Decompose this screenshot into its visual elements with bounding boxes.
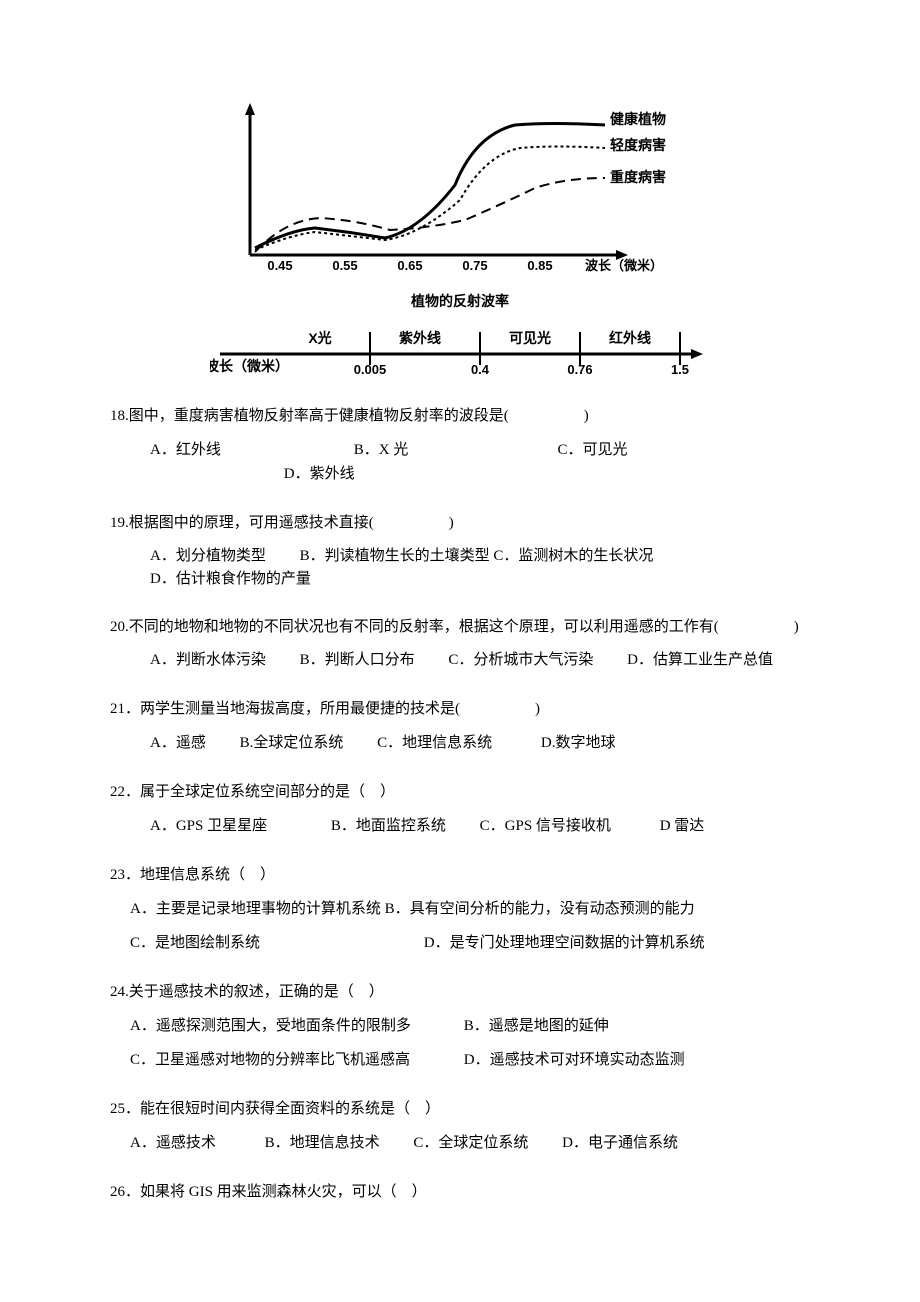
q20-opt-c: C．分析城市大气污染 xyxy=(448,649,593,672)
q20-opt-b: B．判断人口分布 xyxy=(300,649,415,672)
chart-x-label: 植物的反射波率 xyxy=(210,292,710,314)
q25-options: A．遥感技术 B．地理信息技术 C．全球定位系统 D．电子通信系统 xyxy=(110,1131,810,1155)
svg-text:紫外线: 紫外线 xyxy=(399,330,441,346)
svg-text:0.45: 0.45 xyxy=(267,258,292,273)
svg-text:健康植物: 健康植物 xyxy=(610,111,666,127)
svg-text:X光: X光 xyxy=(308,330,331,346)
question-26: 26．如果将 GIS 用来监测森林火灾，可以（ ） xyxy=(110,1180,810,1204)
q19-opt-a: A．划分植物类型 xyxy=(150,545,266,568)
q22-opt-b: B．地面监控系统 xyxy=(331,814,446,838)
q22-text: 22．属于全球定位系统空间部分的是（ ） xyxy=(110,780,810,804)
q25-opt-d: D．电子通信系统 xyxy=(562,1131,678,1155)
q19-text: 19.根据图中的原理，可用遥感技术直接( ) xyxy=(110,511,810,535)
q23-text: 23．地理信息系统（ ） xyxy=(110,863,810,887)
q22-opt-a: A．GPS 卫星星座 xyxy=(150,814,267,838)
svg-text:重度病害: 重度病害 xyxy=(610,169,666,185)
q25-opt-a: A．遥感技术 xyxy=(130,1131,216,1155)
q20-opt-d: D．估算工业生产总值 xyxy=(627,649,773,672)
q24-opt-c: C．卫星遥感对地物的分辨率比飞机遥感高 xyxy=(130,1048,460,1072)
q21-opt-b: B.全球定位系统 xyxy=(240,731,344,755)
svg-text:0.005: 0.005 xyxy=(354,362,387,377)
q18-opt-d: D．紫外线 xyxy=(284,462,355,486)
question-24: 24.关于遥感技术的叙述，正确的是（ ） A．遥感探测范围大，受地面条件的限制多… xyxy=(110,980,810,1072)
svg-text:0.4: 0.4 xyxy=(471,362,490,377)
svg-text:0.76: 0.76 xyxy=(567,362,592,377)
q23-options: A．主要是记录地理事物的计算机系统 B．具有空间分析的能力，没有动态预测的能力 … xyxy=(110,897,810,955)
question-23: 23．地理信息系统（ ） A．主要是记录地理事物的计算机系统 B．具有空间分析的… xyxy=(110,863,810,955)
q24-options: A．遥感探测范围大，受地面条件的限制多 B．遥感是地图的延伸 C．卫星遥感对地物… xyxy=(110,1014,810,1072)
q19-opt-b: B．判读植物生长的土壤类型 xyxy=(300,545,490,568)
q20-options: A．判断水体污染 B．判断人口分布 C．分析城市大气污染 D．估算工业生产总值 xyxy=(110,649,810,672)
q21-opt-c: C．地理信息系统 xyxy=(377,731,492,755)
svg-text:0.55: 0.55 xyxy=(332,258,357,273)
svg-text:波长（微米）: 波长（微米） xyxy=(210,358,289,374)
svg-text:波长（微米）: 波长（微米） xyxy=(585,258,663,273)
q25-text: 25．能在很短时间内获得全面资料的系统是（ ） xyxy=(110,1097,810,1121)
chart-container: 反射率 (%) 0.45 0.55 0.65 0.75 0.85 波长（微米） … xyxy=(210,100,710,374)
q21-options: A．遥感 B.全球定位系统 C．地理信息系统 D.数字地球 xyxy=(110,731,810,755)
q23-opt-b: B．具有空间分析的能力，没有动态预测的能力 xyxy=(385,897,695,921)
reflectance-chart: 反射率 (%) 0.45 0.55 0.65 0.75 0.85 波长（微米） … xyxy=(210,100,700,280)
q23-opt-c: C．是地图绘制系统 xyxy=(130,931,420,955)
question-20: 20.不同的地物和地物的不同状况也有不同的反射率，根据这个原理，可以利用遥感的工… xyxy=(110,615,810,672)
q22-options: A．GPS 卫星星座 B．地面监控系统 C．GPS 信号接收机 D 雷达 xyxy=(110,814,810,838)
q26-text: 26．如果将 GIS 用来监测森林火灾，可以（ ） xyxy=(110,1180,810,1204)
q22-opt-c: C．GPS 信号接收机 xyxy=(480,814,611,838)
question-18: 18.图中，重度病害植物反射率高于健康植物反射率的波段是( ) A．红外线 B．… xyxy=(110,404,810,486)
question-21: 21．两学生测量当地海拔高度，所用最便捷的技术是( ) A．遥感 B.全球定位系… xyxy=(110,697,810,755)
question-25: 25．能在很短时间内获得全面资料的系统是（ ） A．遥感技术 B．地理信息技术 … xyxy=(110,1097,810,1155)
q21-opt-a: A．遥感 xyxy=(150,731,206,755)
q18-opt-a: A．红外线 xyxy=(150,438,350,462)
q20-text: 20.不同的地物和地物的不同状况也有不同的反射率，根据这个原理，可以利用遥感的工… xyxy=(110,615,810,639)
svg-text:0.75: 0.75 xyxy=(462,258,487,273)
q24-opt-b: B．遥感是地图的延伸 xyxy=(464,1014,609,1038)
q23-opt-d: D．是专门处理地理空间数据的计算机系统 xyxy=(424,931,705,955)
q21-opt-d: D.数字地球 xyxy=(541,731,616,755)
q18-opt-b: B．X 光 xyxy=(354,438,554,462)
q24-opt-a: A．遥感探测范围大，受地面条件的限制多 xyxy=(130,1014,460,1038)
q21-text: 21．两学生测量当地海拔高度，所用最便捷的技术是( ) xyxy=(110,697,810,721)
spectrum-bar: X光 紫外线 可见光 红外线 波长（微米） 0.005 0.4 0.76 1.5 xyxy=(210,329,710,374)
q18-options: A．红外线 B．X 光 C．可见光 D．紫外线 xyxy=(110,438,810,486)
svg-text:1.5: 1.5 xyxy=(671,362,689,377)
question-22: 22．属于全球定位系统空间部分的是（ ） A．GPS 卫星星座 B．地面监控系统… xyxy=(110,780,810,838)
q22-opt-d: D 雷达 xyxy=(660,814,705,838)
q19-opt-d: D．估计粮食作物的产量 xyxy=(150,568,311,591)
svg-text:0.85: 0.85 xyxy=(527,258,552,273)
q19-opt-c: C．监测树木的生长状况 xyxy=(493,545,653,568)
svg-text:轻度病害: 轻度病害 xyxy=(610,137,666,153)
q25-opt-b: B．地理信息技术 xyxy=(265,1131,380,1155)
svg-text:红外线: 红外线 xyxy=(609,330,651,346)
question-19: 19.根据图中的原理，可用遥感技术直接( ) A．划分植物类型 B．判读植物生长… xyxy=(110,511,810,590)
q23-opt-a: A．主要是记录地理事物的计算机系统 xyxy=(130,897,381,921)
svg-text:0.65: 0.65 xyxy=(397,258,422,273)
q25-opt-c: C．全球定位系统 xyxy=(413,1131,528,1155)
q24-text: 24.关于遥感技术的叙述，正确的是（ ） xyxy=(110,980,810,1004)
q24-opt-d: D．遥感技术可对环境实动态监测 xyxy=(464,1048,685,1072)
q20-opt-a: A．判断水体污染 xyxy=(150,649,266,672)
q18-opt-c: C．可见光 xyxy=(558,438,628,462)
q19-options: A．划分植物类型 B．判读植物生长的土壤类型 C．监测树木的生长状况 D．估计粮… xyxy=(110,545,810,590)
svg-text:可见光: 可见光 xyxy=(509,330,551,346)
q18-text: 18.图中，重度病害植物反射率高于健康植物反射率的波段是( ) xyxy=(110,404,810,428)
